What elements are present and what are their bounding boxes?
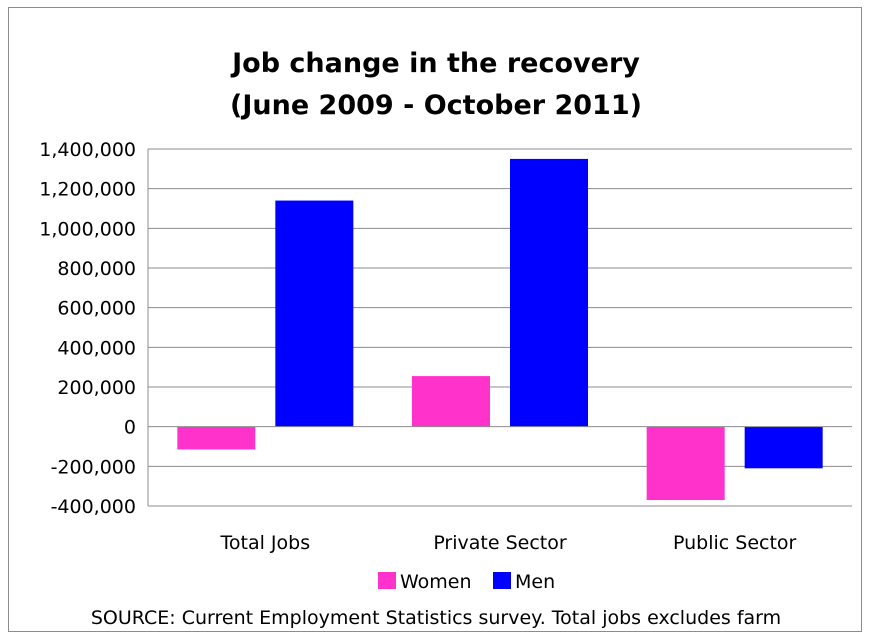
legend: Women Men: [378, 571, 555, 593]
x-axis-category-labels: Total Jobs Private Sector Public Sector: [220, 532, 797, 554]
bar-men-total-jobs: [275, 200, 354, 427]
y-tick-label: -200,000: [51, 456, 136, 478]
y-tick-label: 600,000: [57, 298, 136, 320]
chart-title-line-2: (June 2009 - October 2011): [230, 90, 642, 121]
legend-label-men: Men: [515, 571, 555, 593]
bar-men-public-sector: [744, 426, 823, 469]
y-tick-label: 0: [124, 417, 136, 439]
y-axis-tick-labels: 1,400,000 1,200,000 1,000,000 800,000 600,00…: [39, 139, 136, 518]
y-tick-label: 1,000,000: [39, 218, 136, 240]
x-category-label: Public Sector: [673, 532, 797, 554]
y-tick-label: 400,000: [57, 337, 136, 359]
chart-frame: [8, 7, 862, 632]
x-category-label: Private Sector: [433, 532, 567, 554]
gridlines: [148, 148, 852, 507]
y-tick-label: 800,000: [57, 258, 136, 280]
legend-swatch-men: [493, 572, 511, 589]
bar-women-total-jobs: [177, 426, 256, 450]
x-category-label: Total Jobs: [220, 532, 311, 554]
y-tick-label: -400,000: [51, 496, 136, 518]
bar-women-public-sector: [646, 426, 725, 501]
chart-title-line-1: Job change in the recovery: [230, 48, 640, 79]
legend-swatch-women: [378, 572, 396, 589]
y-tick-label: 1,200,000: [39, 179, 136, 201]
bars: [177, 158, 823, 501]
legend-label-women: Women: [400, 571, 472, 593]
y-tick-label: 200,000: [57, 377, 136, 399]
source-note: SOURCE: Current Employment Statistics su…: [91, 607, 781, 629]
bar-women-private-sector: [412, 376, 490, 427]
bar-men-private-sector: [510, 158, 588, 427]
y-tick-label: 1,400,000: [39, 139, 136, 161]
